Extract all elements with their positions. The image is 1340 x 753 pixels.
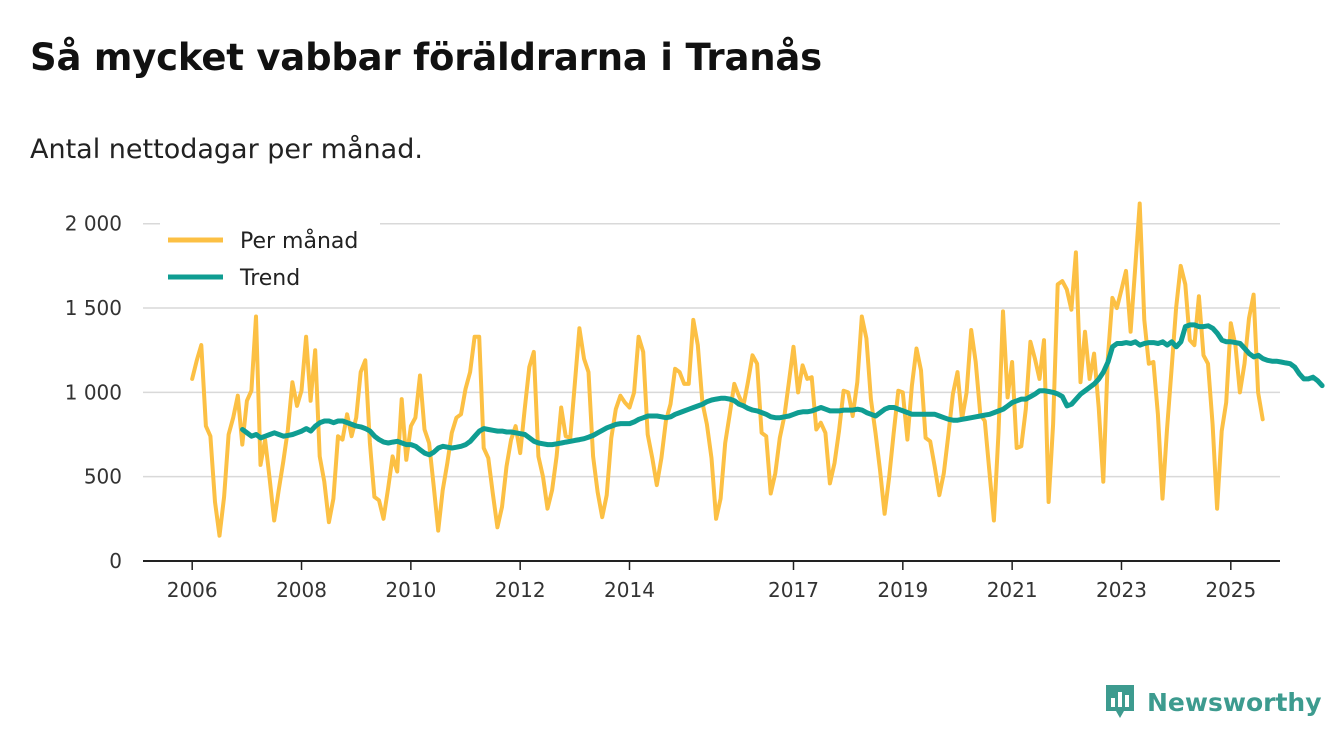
chart-subtitle: Antal nettodagar per månad.: [30, 134, 423, 165]
legend-label-trend: Trend: [239, 266, 300, 291]
y-tick-label: 0: [109, 549, 122, 573]
series-line-trend: [240, 322, 1325, 458]
legend-label-per-manad: Per månad: [240, 228, 358, 254]
x-tick-label: 2012: [495, 578, 546, 602]
legend-background: [160, 222, 380, 300]
page-title: Så mycket vabbar föräldrarna i Tranås: [30, 36, 822, 79]
x-tick-label: 2008: [276, 578, 327, 602]
axes: 0 500 1 000 1 500 2 000 2006 2008 2010 2012 2014 2…: [65, 212, 1280, 602]
x-tick-label: 2017: [768, 578, 819, 602]
x-tick-label: 2021: [987, 578, 1038, 602]
y-tick-label: 500: [84, 465, 122, 489]
brand-name: Newsworthy: [1147, 687, 1322, 717]
x-tick-label: 2010: [385, 578, 436, 602]
x-tick-label: 2025: [1205, 578, 1256, 602]
series-layer: [190, 201, 1325, 538]
newsworthy-logo: Newsworthy: [1103, 682, 1322, 722]
line-chart: 0 500 1 000 1 500 2 000 2006 2008 2010 2012 2014 2…: [65, 201, 1325, 602]
y-tick-label: 1 500: [65, 296, 122, 320]
x-tick-label: 2006: [167, 578, 218, 602]
x-tick-label: 2019: [877, 578, 928, 602]
y-tick-label: 2 000: [65, 212, 122, 236]
x-tick-label: 2023: [1096, 578, 1147, 602]
x-tick-label: 2014: [604, 578, 655, 602]
newsworthy-logo-icon: [1106, 685, 1134, 718]
y-tick-label: 1 000: [65, 380, 122, 404]
series-line-per-manad: [190, 201, 1265, 538]
legend: Per månad Trend: [160, 222, 380, 300]
